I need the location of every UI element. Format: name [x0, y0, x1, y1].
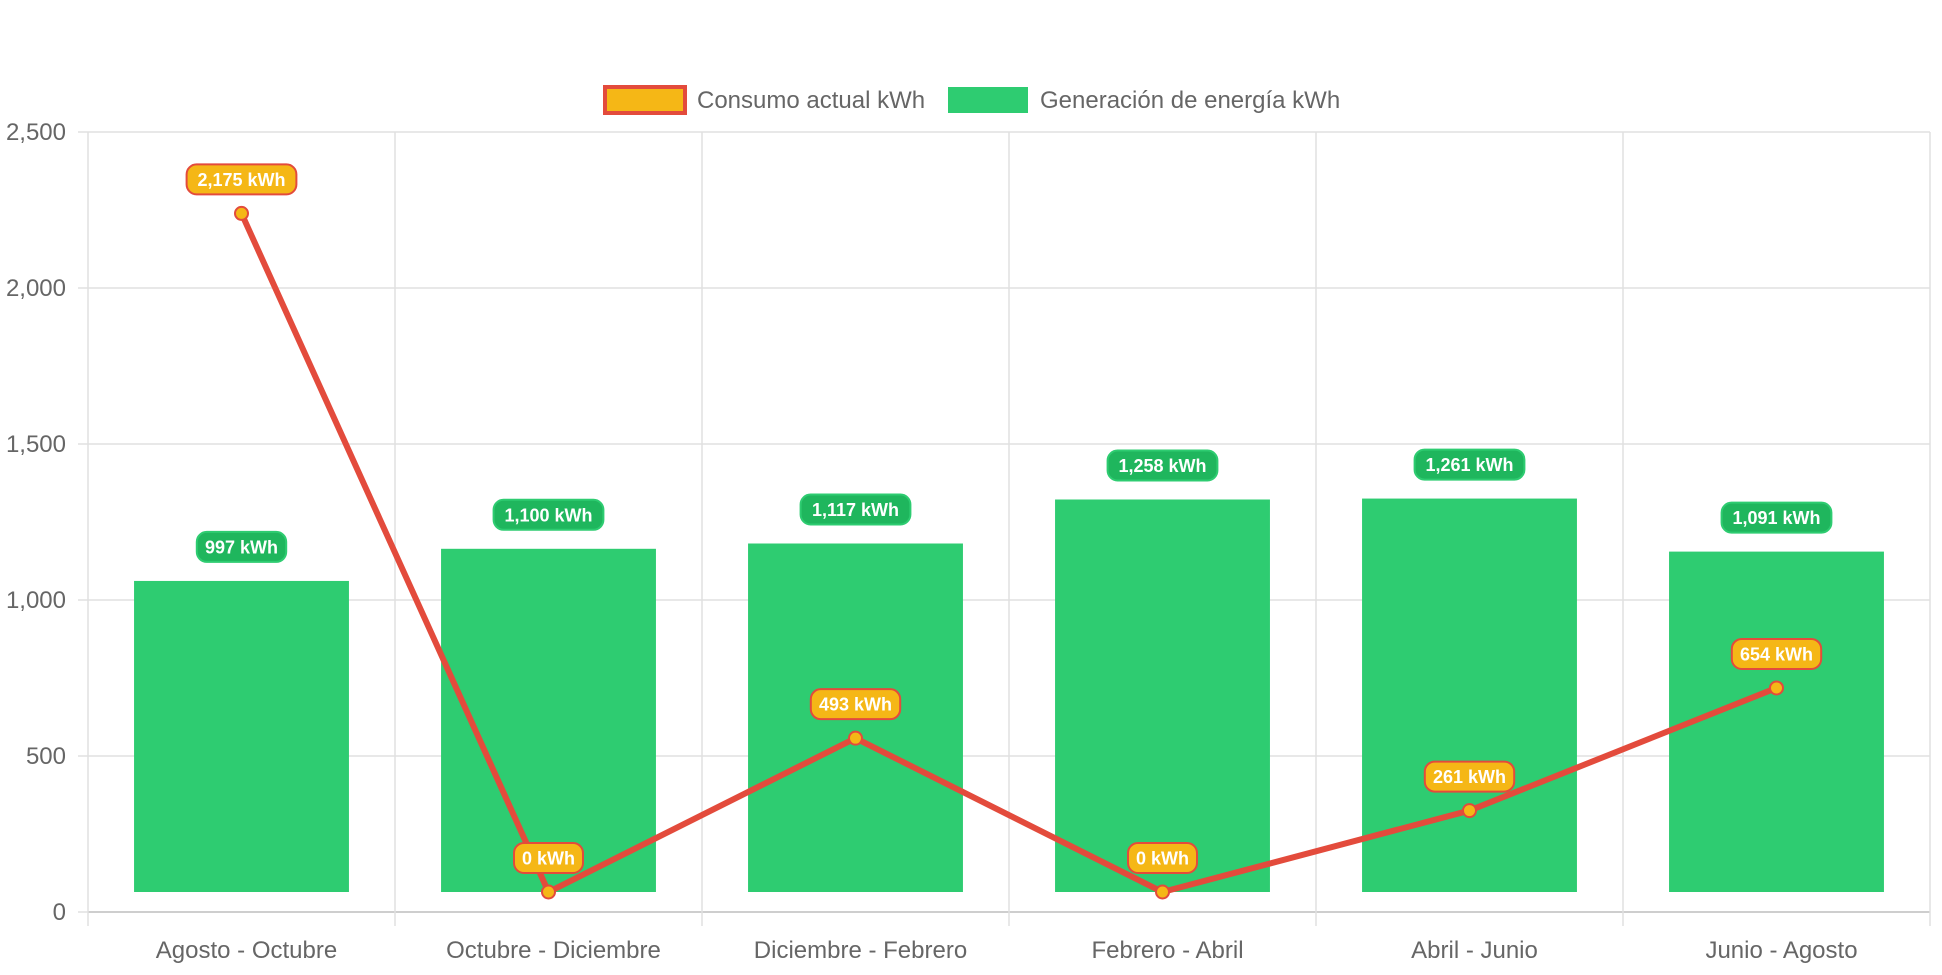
bar-data-label: 1,091 kWh	[1720, 501, 1833, 534]
line-point[interactable]	[1462, 803, 1477, 819]
line-data-label-text: 654 kWh	[1740, 644, 1813, 664]
y-tick-label: 2,000	[6, 275, 66, 302]
grid-layer	[87, 131, 1931, 926]
bar[interactable]	[441, 548, 656, 892]
line-data-label: 0 kWh	[513, 842, 584, 874]
bar-data-label-bg	[799, 493, 912, 526]
line-data-label-text: 261 kWh	[1433, 767, 1506, 787]
bar-data-label-text: 1,261 kWh	[1425, 455, 1513, 475]
line-point[interactable]	[1155, 884, 1170, 900]
legend-label-generacion[interactable]: Generación de energía kWh	[1040, 87, 1340, 114]
y-tick-label: 1,500	[6, 431, 66, 458]
x-tick-label: Agosto - Octubre	[156, 937, 337, 964]
bar-data-label: 1,258 kWh	[1106, 449, 1219, 482]
line-data-label-text: 0 kWh	[522, 849, 575, 869]
line-point[interactable]	[848, 730, 863, 746]
line-data-label: 2,175 kWh	[185, 163, 298, 196]
y-tick-label: 500	[26, 743, 66, 770]
bar-layer	[134, 498, 1884, 892]
x-tick-label: Febrero - Abril	[1091, 937, 1243, 964]
line-data-label: 493 kWh	[809, 688, 902, 721]
legend-label-consumo[interactable]: Consumo actual kWh	[697, 87, 925, 114]
line-layer	[234, 205, 1784, 900]
data-label-layer: 997 kWh 1,100 kWh 1,117 kWh 1,258 kWh 1,261 …	[185, 163, 1833, 874]
bar-data-label-text: 1,258 kWh	[1118, 456, 1206, 476]
x-tick-label: Octubre - Diciembre	[446, 937, 661, 964]
bar[interactable]	[134, 580, 349, 892]
bar-data-label: 1,117 kWh	[799, 493, 912, 526]
line-data-label-text: 2,175 kWh	[197, 170, 285, 190]
bar[interactable]	[1669, 551, 1884, 892]
y-tick-label: 0	[53, 899, 66, 926]
axis-layer: 0 500 1,000 1,500 2,000 2,500 Agosto - Octubre…	[6, 119, 1858, 964]
bar-data-label-text: 997 kWh	[205, 537, 278, 557]
bar[interactable]	[1362, 498, 1577, 892]
bar-data-label-text: 1,117 kWh	[812, 500, 899, 520]
line-data-label-text: 493 kWh	[819, 695, 892, 715]
line-data-label-bg	[809, 688, 902, 721]
line-data-label-text: 0 kWh	[1136, 849, 1189, 869]
bar-data-label-text: 1,100 kWh	[504, 505, 592, 525]
legend-swatch-generacion[interactable]	[948, 87, 1028, 113]
bar-data-label-bg	[1413, 448, 1526, 481]
bar[interactable]	[1055, 499, 1270, 892]
bar-data-label-bg	[1106, 449, 1219, 482]
bar-data-label-bg	[195, 530, 288, 563]
line-data-label: 654 kWh	[1730, 637, 1823, 670]
y-tick-label: 1,000	[6, 587, 66, 614]
line-data-label-bg	[1423, 760, 1516, 793]
bar-data-label-bg	[1720, 501, 1833, 534]
bar-data-label-text: 1,091 kWh	[1732, 508, 1820, 528]
line-point[interactable]	[1769, 680, 1784, 696]
line-data-label-bg	[185, 163, 298, 196]
line-data-label: 261 kWh	[1423, 760, 1516, 793]
bar-data-label: 997 kWh	[195, 530, 288, 563]
line-point[interactable]	[541, 884, 556, 900]
bar-data-label: 1,261 kWh	[1413, 448, 1526, 481]
x-tick-label: Abril - Junio	[1411, 937, 1538, 964]
line-data-label-bg	[1127, 842, 1198, 874]
line-point[interactable]	[234, 205, 249, 221]
legend: Consumo actual kWh Generación de energía …	[603, 85, 1340, 115]
series-line	[238, 210, 1780, 895]
y-tick-label: 2,500	[6, 119, 66, 146]
line-data-label-bg	[513, 842, 584, 874]
line-data-label-bg	[1730, 637, 1823, 670]
legend-swatch-consumo[interactable]	[603, 85, 687, 115]
line-data-label: 0 kWh	[1127, 842, 1198, 874]
bar-data-label-bg	[492, 498, 605, 531]
bar-data-label: 1,100 kWh	[492, 498, 605, 531]
x-tick-label: Junio - Agosto	[1705, 937, 1857, 964]
x-tick-label: Diciembre - Febrero	[754, 937, 967, 964]
